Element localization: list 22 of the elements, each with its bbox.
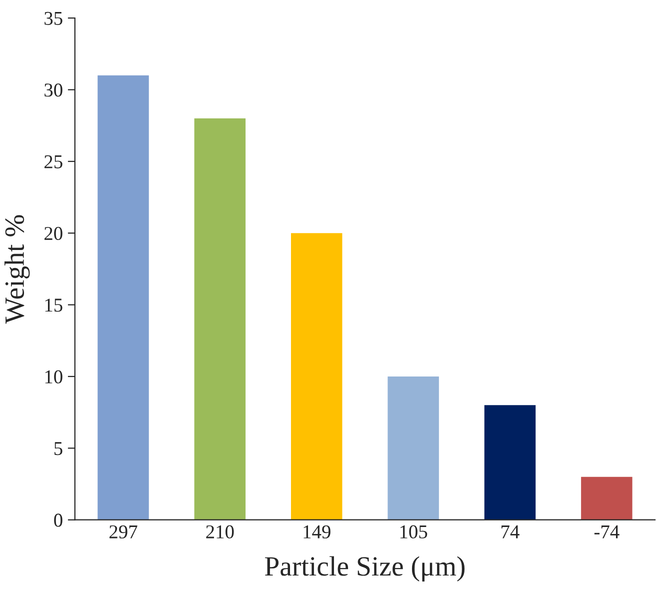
y-tick-label: 25 [44, 155, 62, 168]
y-tick-label: 35 [44, 12, 62, 25]
bar [290, 233, 342, 520]
bar [484, 405, 536, 520]
y-tick-label: 30 [44, 84, 62, 97]
x-tick-label: 105 [400, 525, 428, 538]
bar [388, 376, 439, 520]
y-tick-label: 5 [54, 442, 62, 456]
bar [98, 75, 149, 520]
x-tick-label: 210 [206, 525, 234, 538]
x-tick-label: 149 [304, 525, 330, 538]
x-tick-label: 74 [502, 525, 520, 538]
y-tick-label: 10 [45, 370, 62, 384]
y-tick-label: 0 [54, 514, 62, 527]
bar [581, 476, 632, 520]
y-tick-label: 15 [45, 298, 62, 312]
x-tick-label: -74 [594, 525, 620, 538]
y-axis-title: Weight % [4, 215, 30, 324]
x-axis-title: Particle Size (μm) [264, 556, 465, 582]
y-tick-label: 20 [44, 226, 62, 240]
bar [194, 118, 246, 520]
x-tick-label: 297 [110, 525, 138, 538]
